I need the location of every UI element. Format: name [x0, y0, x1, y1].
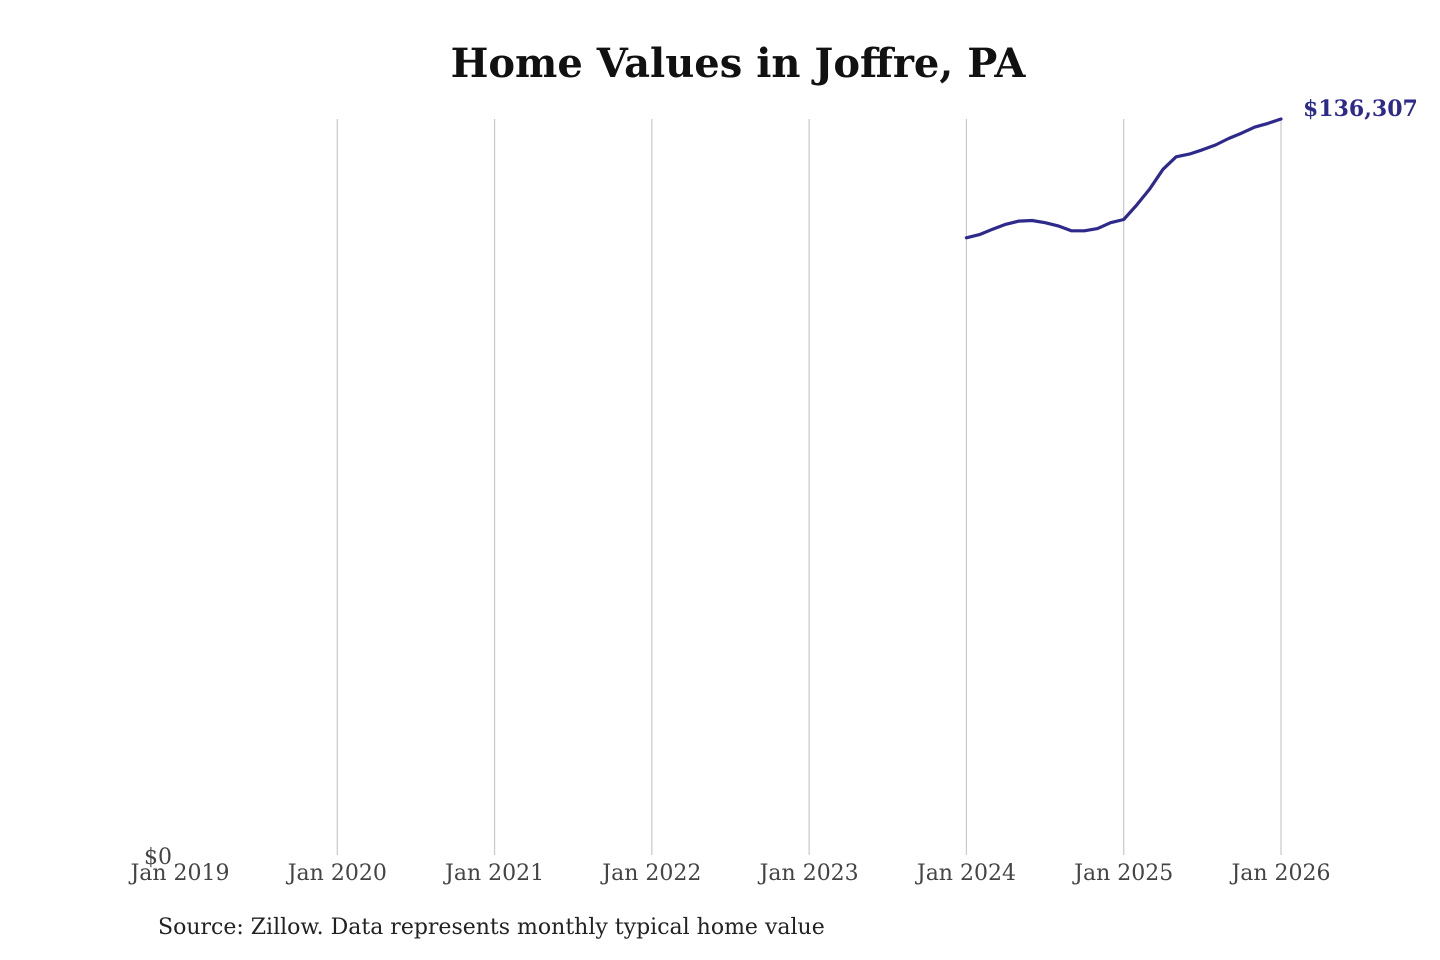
chart-source-note: Source: Zillow. Data represents monthly … [158, 915, 825, 940]
chart-title: Home Values in Joffre, PA [450, 40, 1026, 87]
x-tick-label: Jan 2022 [600, 861, 701, 886]
x-tick-label: Jan 2021 [443, 861, 544, 886]
x-tick-label: Jan 2026 [1229, 861, 1330, 886]
x-tick-label: Jan 2024 [915, 861, 1016, 886]
end-value-label: $136,307 [1303, 96, 1418, 122]
x-tick-label: Jan 2019 [128, 861, 229, 886]
x-tick-label: Jan 2023 [758, 861, 859, 886]
series-line [964, 117, 1283, 240]
x-tick-label: Jan 2020 [286, 861, 387, 886]
y-tick-label: $0 [144, 845, 172, 870]
x-tick-label: Jan 2025 [1072, 861, 1173, 886]
